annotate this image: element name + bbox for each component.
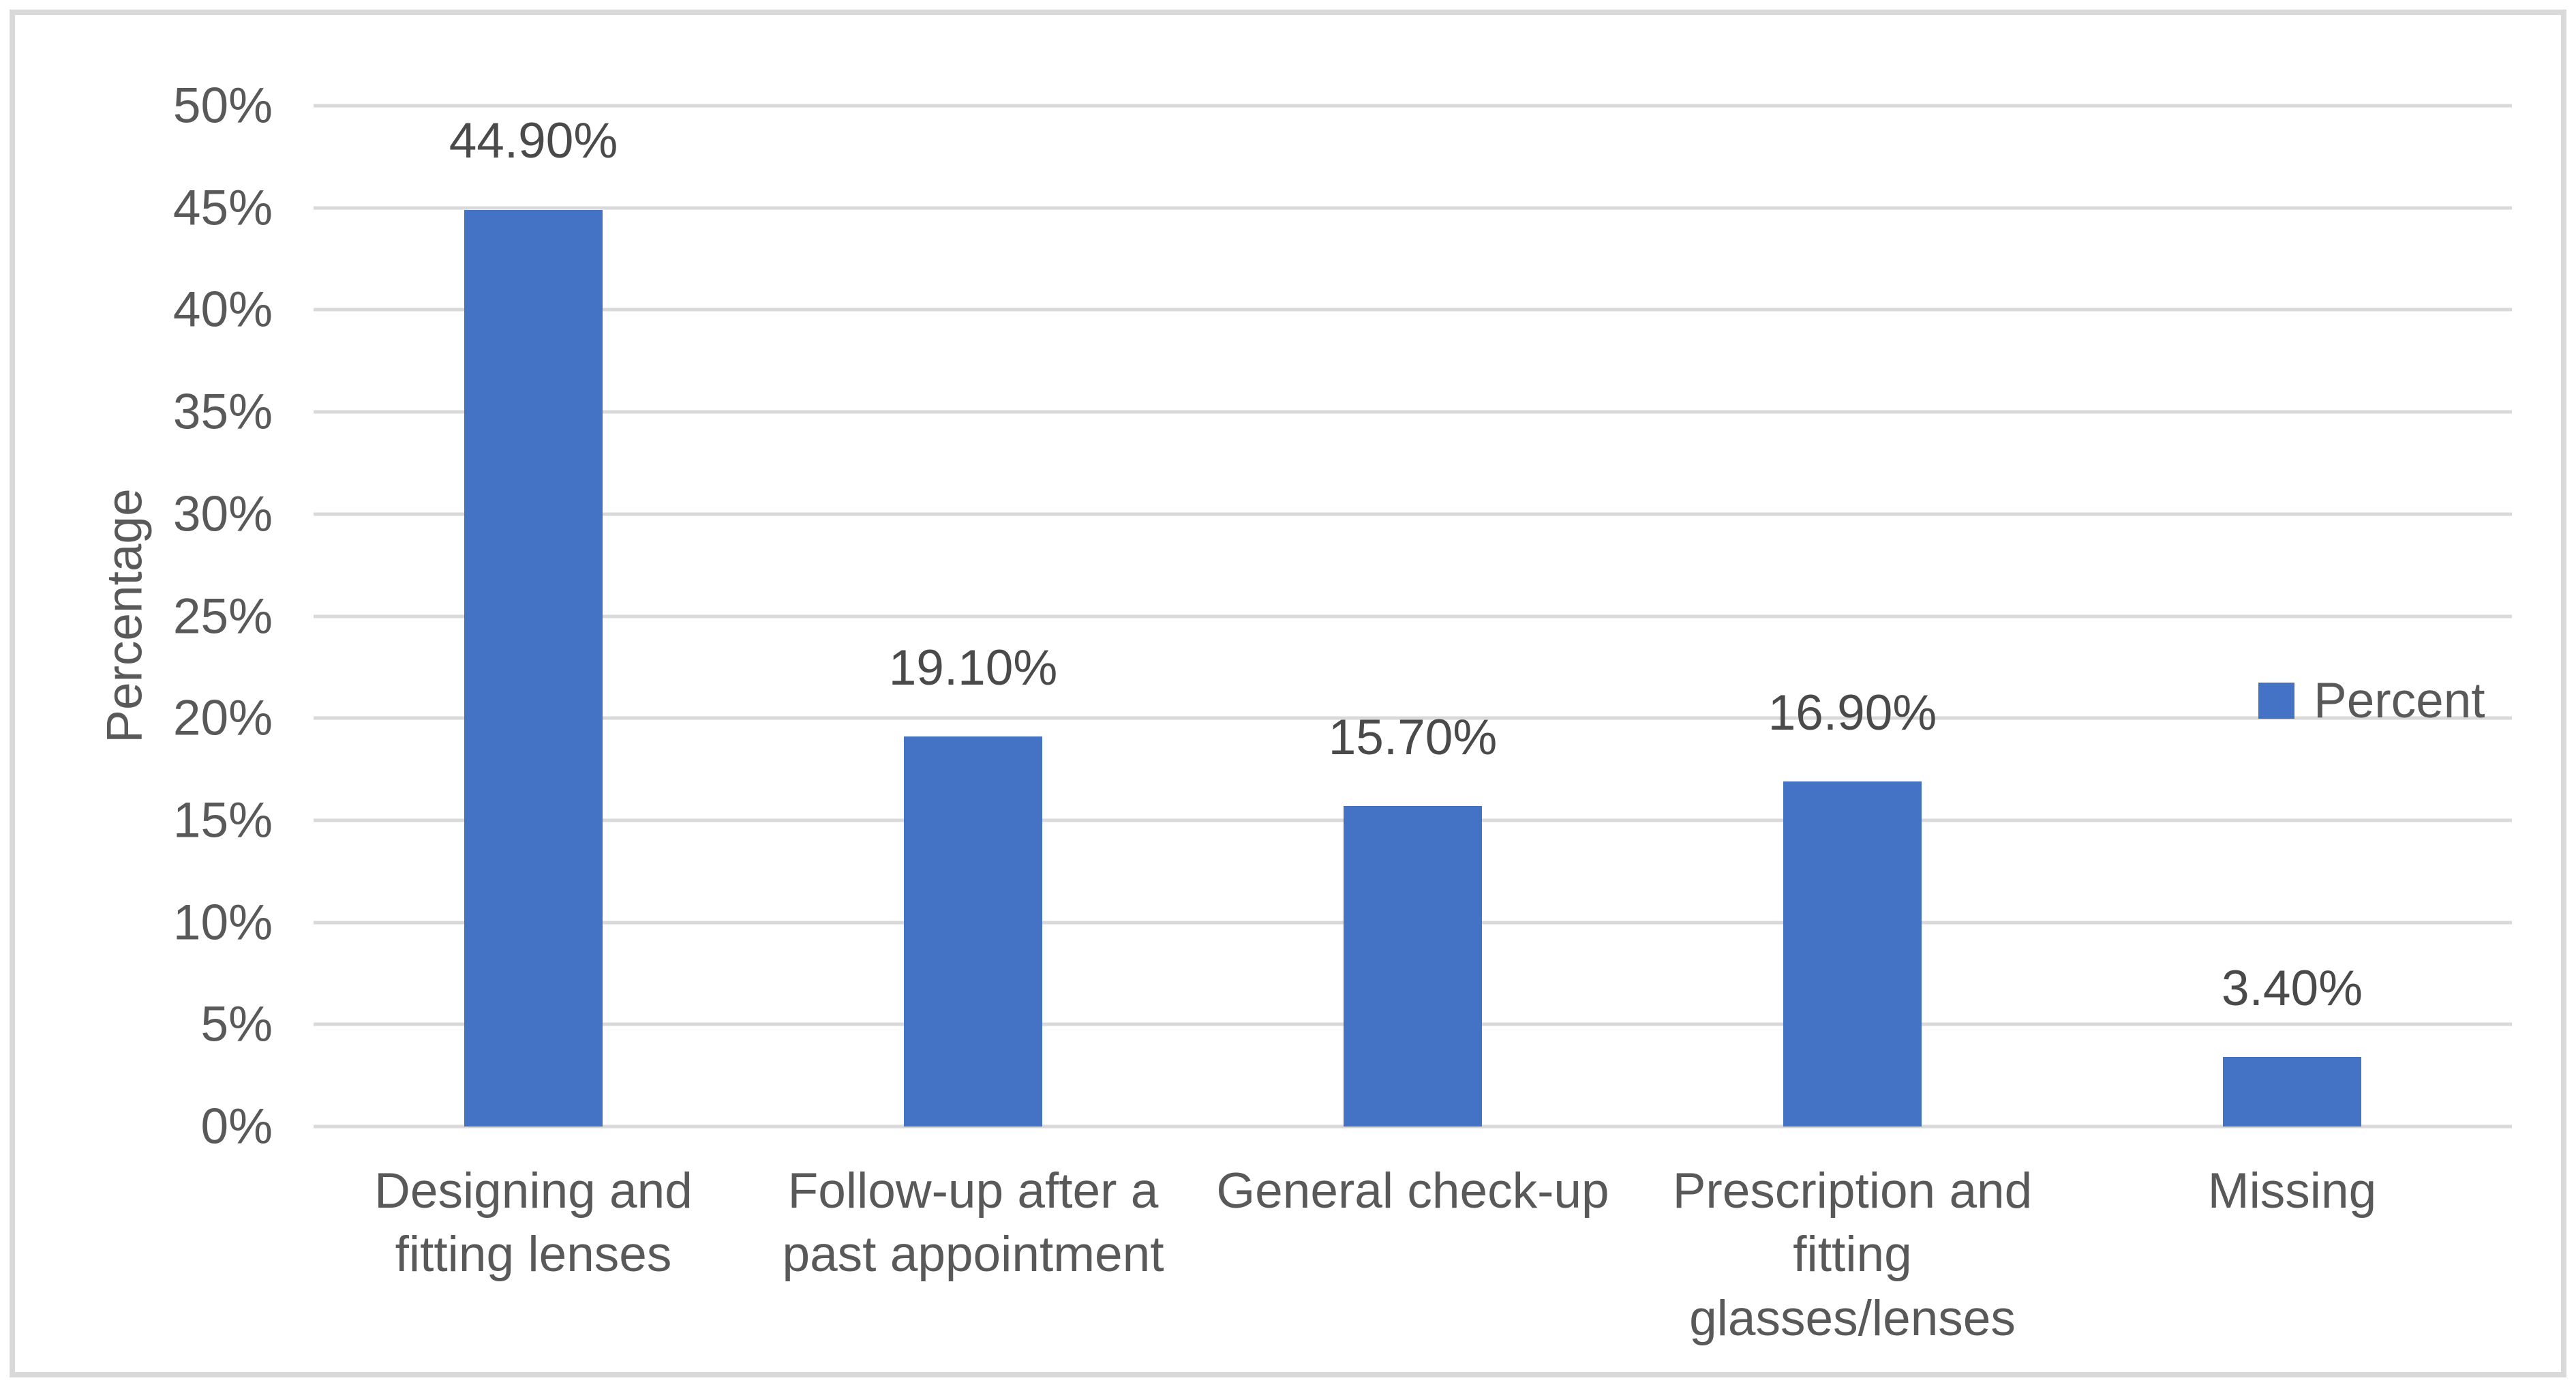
legend-color-swatch [2258, 683, 2294, 719]
gridline [314, 308, 2512, 312]
gridline [314, 716, 2512, 720]
gridline [314, 512, 2512, 516]
bar [2222, 1057, 2362, 1127]
x-category-label: Follow-up after a past appointment [782, 1163, 1164, 1283]
bar-data-label: 19.10% [888, 640, 1058, 696]
y-tick-label: 10% [172, 895, 273, 951]
bar-slot: 16.90% [1633, 106, 2072, 1127]
bar [1783, 781, 1922, 1127]
y-tick-label: 5% [200, 996, 273, 1052]
bar-slot: 3.40% [2072, 106, 2512, 1127]
x-category-label: Missing [2207, 1163, 2377, 1219]
y-tick-label: 15% [172, 792, 273, 848]
gridline [314, 1124, 2512, 1129]
gridline [314, 410, 2512, 414]
bar-series: 44.90% 19.10% 15.70% 16.90% 3.40% [314, 106, 2512, 1127]
y-tick-label: 45% [172, 180, 273, 236]
gridline [314, 614, 2512, 618]
x-category-label: Prescription and fitting glasses/lenses [1672, 1163, 2033, 1346]
x-axis-labels: Designing and fitting lenses Follow-up af… [314, 1159, 2512, 1350]
y-tick-label: 0% [200, 1099, 273, 1154]
gridline [314, 104, 2512, 108]
bar-data-label: 16.90% [1768, 685, 1937, 741]
y-axis-ticks: 0% 5% 10% 15% 20% 25% 30% 35% 40% 45% 50% [0, 81, 273, 1152]
y-tick-label: 40% [172, 282, 273, 338]
y-tick-label: 35% [172, 384, 273, 440]
plot-area: 44.90% 19.10% 15.70% 16.90% 3.40% [314, 104, 2512, 1129]
y-tick-label: 50% [172, 78, 273, 134]
bar [464, 209, 603, 1127]
bar [1343, 805, 1483, 1127]
x-category-label: Designing and fitting lenses [374, 1163, 693, 1283]
bar-slot: 44.90% [314, 106, 753, 1127]
x-category-label: General check-up [1216, 1163, 1609, 1219]
y-tick-label: 30% [172, 486, 273, 542]
chart-frame [10, 10, 2566, 1377]
y-tick-label: 25% [172, 588, 273, 644]
bar [903, 736, 1043, 1127]
bar-slot: 15.70% [1193, 106, 1633, 1127]
legend: Percent [2258, 676, 2485, 726]
y-tick-label: 20% [172, 690, 273, 746]
bar-data-label: 15.70% [1328, 709, 1498, 765]
gridline [314, 206, 2512, 210]
legend-label: Percent [2314, 673, 2485, 728]
bar-data-label: 44.90% [449, 113, 618, 169]
bar-slot: 19.10% [753, 106, 1193, 1127]
bar-data-label: 3.40% [2222, 960, 2363, 1016]
